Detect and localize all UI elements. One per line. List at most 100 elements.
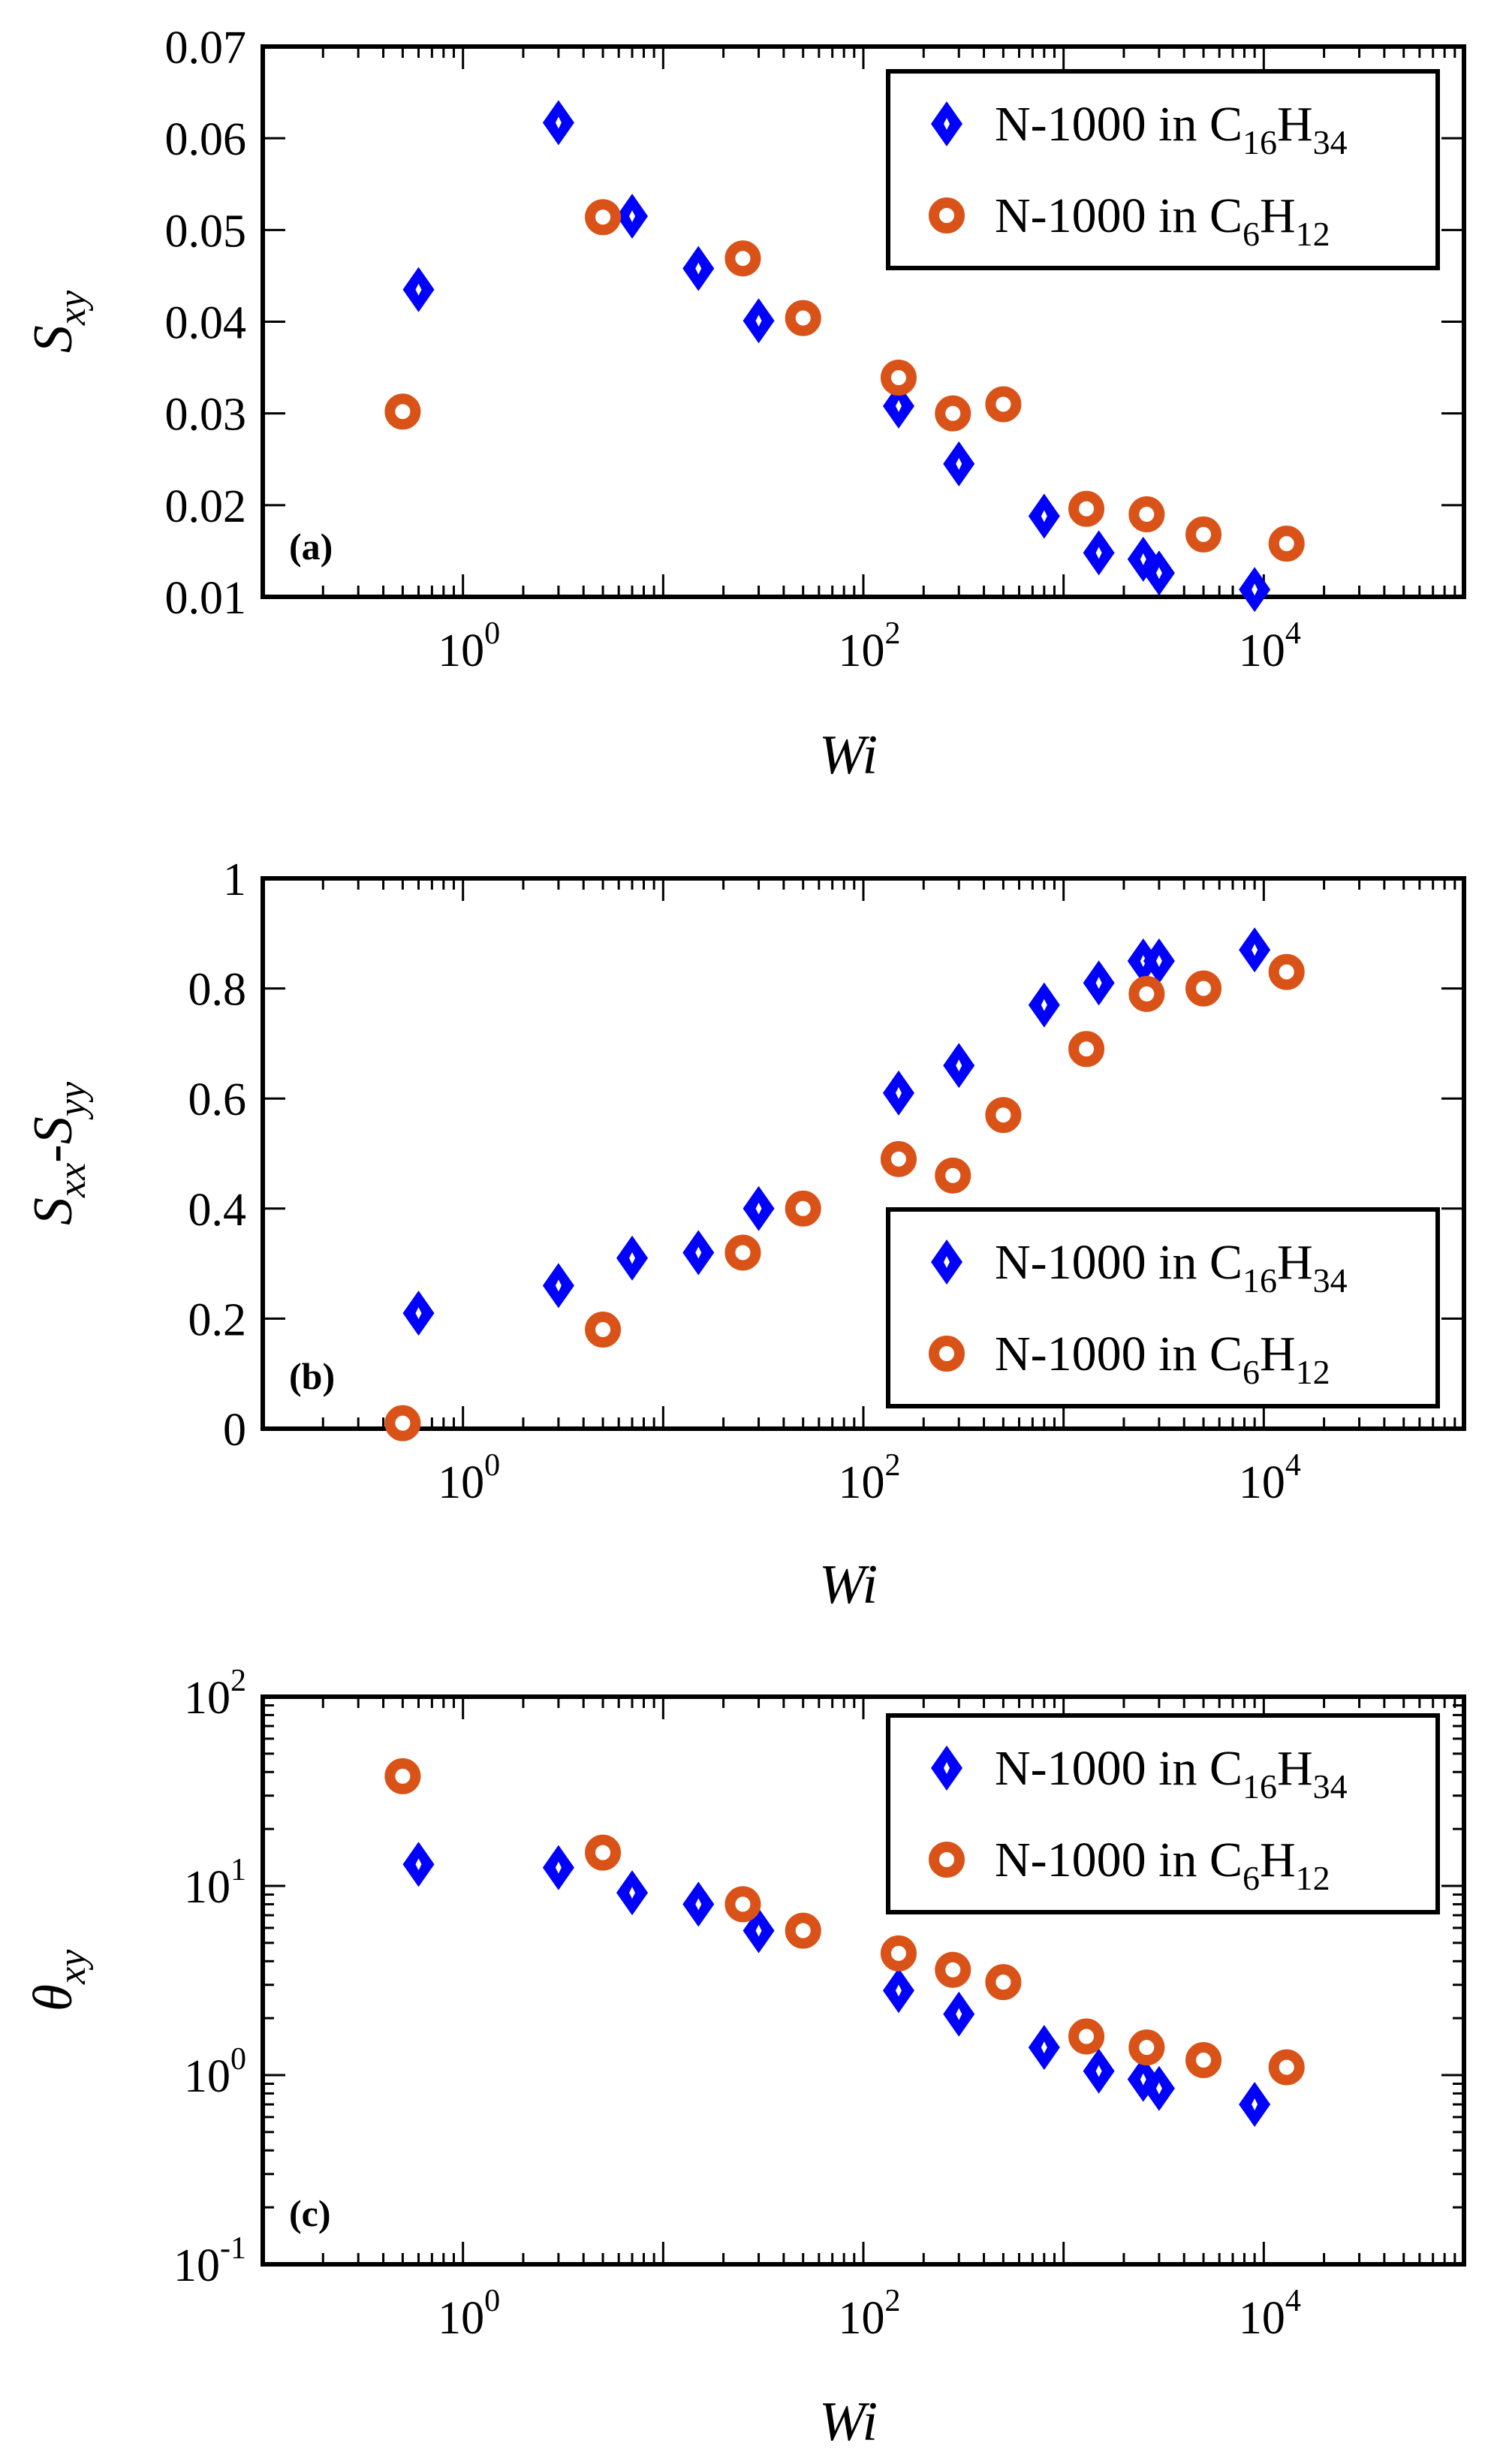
chart-panel-3: 10-1 100 101 102 100 102 104 Wi θxy (c) N-1000 in … [23, 1664, 1466, 2453]
data-point-diamond [616, 1870, 649, 1916]
y-axis-label: θxy [23, 1949, 94, 2011]
data-point-diamond [1239, 567, 1271, 613]
data-point-circle [985, 1964, 1022, 2001]
data-point-circle [1268, 953, 1305, 990]
x-tick-label: 100 [438, 1448, 500, 1508]
data-point-diamond [402, 1291, 435, 1336]
legend-diamond-marker [931, 1240, 962, 1285]
data-point-circle [880, 1140, 917, 1177]
data-point-circle [724, 1886, 761, 1923]
data-point-diamond [1143, 938, 1175, 983]
data-point-circle [384, 1758, 421, 1794]
x-ticks [261, 878, 1456, 1429]
y-tick-label: 0.2 [188, 1294, 247, 1345]
data-point-diamond [1028, 493, 1060, 539]
legend-item-2: N-1000 in C6H12 [929, 1327, 1330, 1391]
y-tick-label: 0.06 [165, 114, 247, 165]
data-point-circle [1128, 496, 1165, 533]
data-point-circle [1185, 516, 1222, 553]
series-1 [402, 927, 1271, 1336]
series-1 [402, 1842, 1271, 2128]
data-point-diamond [1143, 550, 1175, 596]
y-tick-label: 0.02 [165, 481, 247, 532]
y-tick-label: 101 [184, 1853, 246, 1913]
legend-label: N-1000 in C6H12 [995, 1833, 1330, 1897]
legend-label: N-1000 in C6H12 [995, 188, 1330, 253]
data-point-circle [880, 1935, 917, 1972]
x-ticks [261, 1697, 1456, 2264]
legend: N-1000 in C16H34 N-1000 in C6H12 [886, 1713, 1440, 1914]
y-axis-label: Sxx-Syy [23, 1081, 94, 1225]
x-axis-label: Wi [819, 1554, 878, 1616]
y-ticks [263, 877, 1464, 1430]
data-point-diamond [1239, 927, 1271, 973]
data-point-circle [724, 240, 761, 277]
data-point-circle [935, 1951, 971, 1988]
series-2 [384, 953, 1305, 1441]
data-point-diamond [742, 298, 775, 344]
data-point-diamond [542, 1845, 574, 1890]
data-point-circle [384, 1405, 421, 1441]
data-point-circle [935, 1157, 971, 1194]
data-point-diamond [402, 267, 435, 312]
y-tick-label: 1 [223, 854, 246, 905]
series-2 [384, 199, 1305, 562]
data-point-circle [785, 1912, 821, 1949]
data-point-diamond [1028, 2025, 1060, 2071]
data-point-diamond [943, 1991, 975, 2037]
y-tick-label: 100 [184, 2042, 246, 2102]
x-axis-label: Wi [819, 724, 878, 786]
x-tick-label: 104 [1239, 1448, 1301, 1508]
data-point-diamond [1083, 2048, 1115, 2094]
data-point-diamond [1028, 982, 1060, 1028]
legend-label: N-1000 in C16H34 [995, 1235, 1348, 1300]
y-ticks [263, 45, 1464, 598]
data-point-circle [1268, 526, 1305, 562]
y-tick-label: 0.07 [165, 23, 247, 74]
data-point-diamond [542, 100, 574, 146]
y-tick-label: 0.4 [188, 1185, 247, 1236]
data-point-circle [1068, 1031, 1105, 1068]
chart-panel-2: 0 0.2 0.4 0.6 0.8 1 100 102 104 Wi Sxx-Syy (b) N-100… [23, 854, 1466, 1616]
panel-label: (b) [289, 1355, 335, 1397]
x-tick-label: 104 [1239, 616, 1301, 676]
y-tick-label: 0.05 [165, 206, 247, 257]
data-point-circle [935, 395, 971, 432]
data-point-circle [985, 1097, 1022, 1134]
panel-label: (a) [289, 526, 333, 568]
y-tick-label: 0.8 [188, 965, 247, 1016]
data-point-diamond [682, 1230, 715, 1276]
x-tick-label: 102 [839, 1448, 901, 1508]
y-tick-label: 0.04 [165, 298, 247, 349]
data-point-diamond [882, 383, 914, 429]
legend-item-1: N-1000 in C16H34 [931, 1741, 1348, 1806]
data-point-diamond [1127, 938, 1159, 983]
legend-label: N-1000 in C16H34 [995, 97, 1348, 161]
y-axis-label: Sxy [23, 290, 94, 353]
data-point-circle [724, 1234, 761, 1271]
data-point-circle [585, 199, 622, 236]
data-point-diamond [943, 441, 975, 486]
data-point-circle [384, 393, 421, 430]
data-point-circle [585, 1312, 622, 1348]
legend: N-1000 in C16H34 N-1000 in C6H12 [886, 1207, 1440, 1408]
data-point-circle [785, 1190, 821, 1227]
data-point-circle [1068, 490, 1105, 527]
y-ticks [263, 1704, 1464, 2266]
data-point-diamond [616, 1235, 649, 1281]
panel-label: (c) [289, 2192, 331, 2234]
series-1 [402, 100, 1271, 613]
y-tick-label: 0.6 [188, 1074, 247, 1125]
legend-item-1: N-1000 in C16H34 [931, 97, 1348, 161]
legend-box [886, 1713, 1440, 1914]
y-tick-label: 102 [184, 1664, 246, 1724]
data-point-diamond [882, 1070, 914, 1116]
data-point-circle [985, 386, 1022, 423]
x-tick-label: 100 [438, 616, 500, 676]
y-tick-label: 0.01 [165, 573, 247, 624]
chart-panel-1: 0.01 0.02 0.03 0.04 0.05 0.06 0.07 100 102 104 Wi S… [23, 23, 1466, 786]
data-point-diamond [1083, 960, 1115, 1006]
legend: N-1000 in C16H34 N-1000 in C6H12 [886, 69, 1440, 270]
data-point-circle [1128, 975, 1165, 1012]
data-point-circle [1268, 2049, 1305, 2086]
